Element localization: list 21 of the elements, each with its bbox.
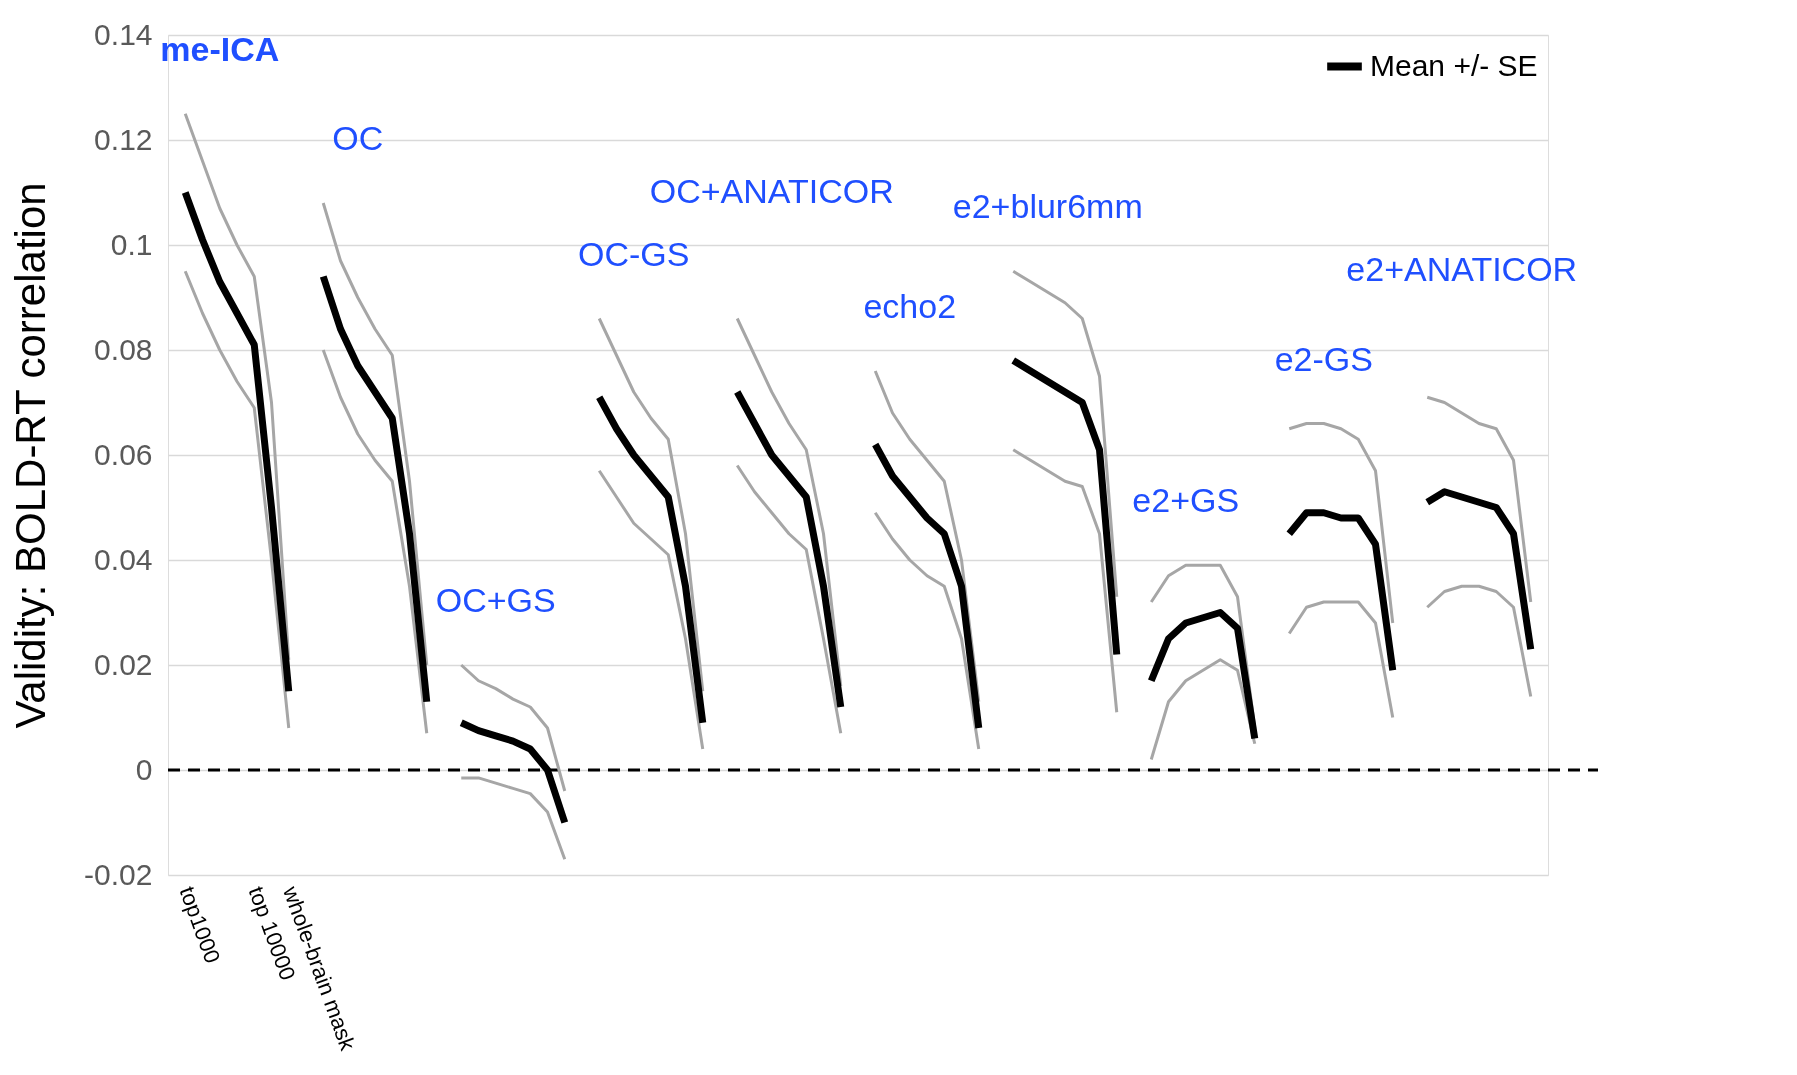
annotation: e2+ANATICOR (1346, 250, 1578, 289)
y-tick-label: -0.02 (84, 857, 153, 891)
y-tick-label: 0.04 (94, 542, 153, 576)
y-tick-label: 0.06 (94, 437, 153, 471)
annotation: OC-GS (578, 234, 690, 273)
y-axis-title: Validity: BOLD-RT correlation (7, 182, 55, 729)
annotation: echo2 (863, 287, 957, 325)
annotation: e2-GS (1274, 339, 1373, 378)
annotation: OC+ANATICOR (649, 171, 894, 210)
y-tick-label: 0.02 (94, 647, 153, 681)
legend-label: Mean +/- SE (1370, 48, 1538, 82)
y-tick-label: 0.14 (94, 17, 153, 51)
y-tick-label: 0.1 (110, 227, 153, 261)
y-tick-label: 0.12 (94, 122, 153, 156)
annotation: me-ICA (160, 29, 280, 68)
annotation: OC (332, 119, 384, 157)
annotation: e2+blur6mm (952, 187, 1143, 226)
annotation: OC+GS (435, 581, 556, 619)
y-tick-label: 0 (135, 752, 153, 786)
y-tick-label: 0.08 (94, 332, 153, 366)
annotation: e2+GS (1132, 481, 1240, 520)
